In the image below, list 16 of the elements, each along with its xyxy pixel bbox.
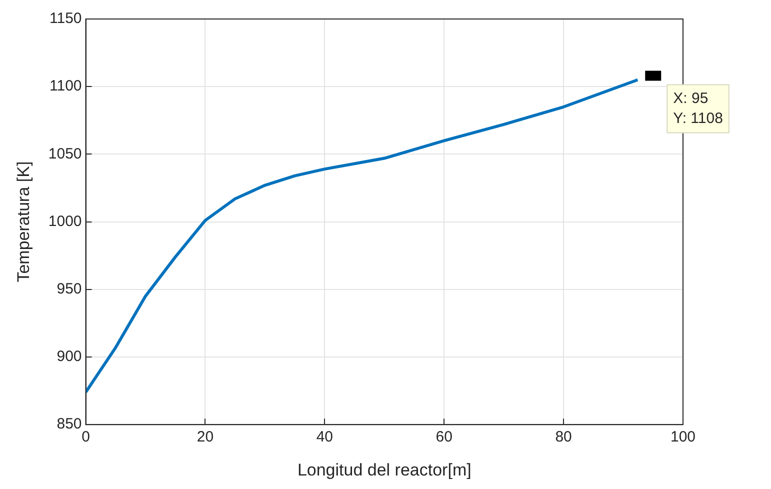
y-tick-label: 1050 <box>48 145 82 162</box>
x-axis-title: Longitud del reactor[m] <box>297 460 472 480</box>
y-tick-label: 1150 <box>50 10 82 28</box>
x-tick-label: 0 <box>82 428 90 446</box>
annotation: X: 95 Y: 1108 <box>673 90 723 127</box>
y-tick-label: 1000 <box>48 212 82 230</box>
y-tick-label: 1100 <box>50 78 82 95</box>
x-tick-label: 100 <box>670 428 696 446</box>
x-tick-label: 60 <box>436 428 452 446</box>
y-tick-label: 850 <box>56 416 82 433</box>
y-axis-title: Temperatura [K] <box>14 161 33 282</box>
x-tick-label: 80 <box>555 428 572 446</box>
y-tick-label: 950 <box>56 280 82 298</box>
y-tick-label: 900 <box>56 348 82 366</box>
x-tick-label: 40 <box>316 428 334 446</box>
x-tick-label: 20 <box>196 428 214 446</box>
